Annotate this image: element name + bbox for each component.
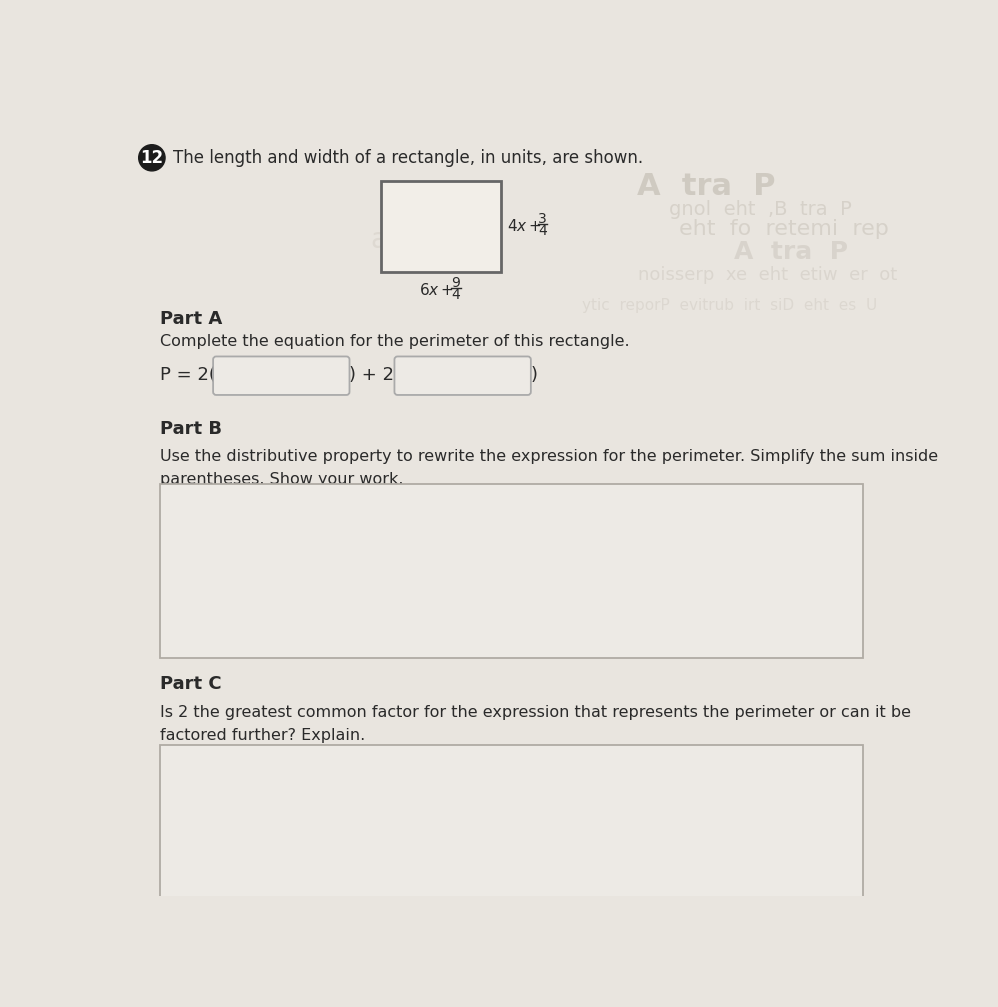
Text: ): ) <box>530 366 537 384</box>
Text: Part C: Part C <box>160 676 222 694</box>
Text: gnol: gnol <box>391 196 463 230</box>
Text: aim: aim <box>370 227 422 254</box>
Text: Is 2 the greatest common factor for the expression that represents the perimeter: Is 2 the greatest common factor for the … <box>160 705 910 743</box>
Text: Complete the equation for the perimeter of this rectangle.: Complete the equation for the perimeter … <box>160 333 630 348</box>
Text: P = 2(: P = 2( <box>160 366 216 384</box>
FancyBboxPatch shape <box>394 356 531 395</box>
Text: Part B: Part B <box>160 420 222 438</box>
Text: 9: 9 <box>452 276 460 290</box>
Text: Part A: Part A <box>160 310 222 328</box>
Text: gnol  eht  ,B  tra  P: gnol eht ,B tra P <box>669 200 851 219</box>
Text: Use the distributive property to rewrite the expression for the perimeter. Simpl: Use the distributive property to rewrite… <box>160 449 938 487</box>
Bar <box>160 484 863 658</box>
Text: eht  fo  retemi  rep: eht fo retemi rep <box>679 219 888 239</box>
Text: A  tra  P: A tra P <box>735 240 848 264</box>
Text: ytic  reporP  evitrub  irt  siD  eht  es  U: ytic reporP evitrub irt siD eht es U <box>582 298 877 313</box>
Bar <box>380 181 501 272</box>
Text: 4: 4 <box>538 224 547 238</box>
Text: The length and width of a rectangle, in units, are shown.: The length and width of a rectangle, in … <box>173 149 643 167</box>
Text: ) + 2(: ) + 2( <box>348 366 401 384</box>
Text: A  tra  P: A tra P <box>637 172 775 200</box>
Text: 3: 3 <box>538 212 547 227</box>
Text: 12: 12 <box>141 149 164 167</box>
Text: 4: 4 <box>452 288 460 302</box>
FancyBboxPatch shape <box>214 356 349 395</box>
Text: $4x + $: $4x + $ <box>507 219 542 235</box>
Text: $6x + $: $6x + $ <box>419 282 454 298</box>
Circle shape <box>139 145 165 171</box>
Text: noisserp  xe  eht  etiw  er  ot: noisserp xe eht etiw er ot <box>639 266 897 284</box>
Bar <box>160 744 863 898</box>
